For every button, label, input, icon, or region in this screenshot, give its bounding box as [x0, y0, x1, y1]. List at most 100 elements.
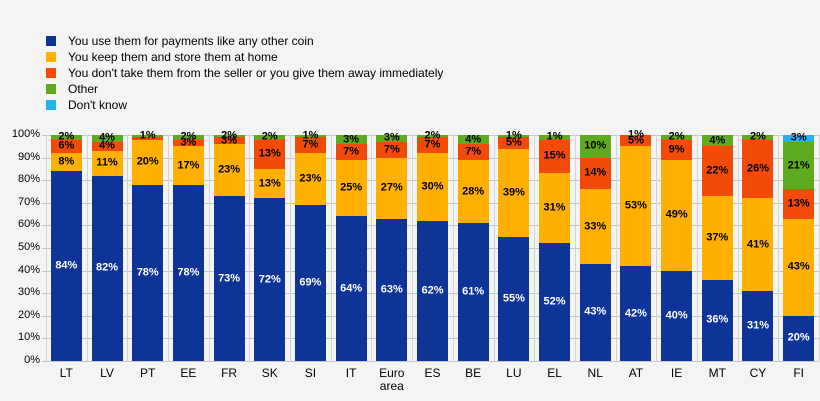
segment-value-label: 7% [383, 143, 400, 156]
bar-segment [254, 198, 286, 361]
x-axis-category-label: BE [465, 366, 482, 380]
segment-value-label: 4% [709, 134, 726, 147]
segment-value-label: 3% [343, 133, 360, 146]
bar-segment [457, 135, 489, 145]
bar-segment [620, 146, 652, 267]
bar-segment [294, 153, 326, 206]
segment-value-label: 22% [706, 164, 729, 177]
segment-value-label: 52% [543, 295, 566, 308]
legend-label: Don't know [68, 98, 127, 112]
legend-item: Other [46, 81, 443, 97]
segment-value-label: 5% [627, 134, 644, 147]
legend-item: Don't know [46, 97, 443, 113]
segment-value-label: 1% [546, 130, 563, 143]
x-axis-category-label: EL [547, 366, 562, 380]
segment-value-label: 8% [58, 155, 75, 168]
bar-segment [213, 137, 245, 145]
segment-value-label: 2% [180, 130, 197, 143]
bar-segment [132, 184, 164, 361]
segment-value-label: 21% [787, 159, 810, 171]
segment-value-label: 69% [299, 276, 322, 289]
bar-segment [50, 135, 82, 140]
bar-segment [661, 139, 693, 160]
segment-value-label: 23% [218, 163, 241, 176]
x-axis-category-label: FI [793, 366, 804, 380]
segment-value-label: 3% [180, 136, 197, 149]
legend-label: You keep them and store them at home [68, 50, 278, 64]
bar-segment [172, 146, 204, 185]
legend-swatch-icon [46, 36, 56, 46]
segment-value-label: 31% [746, 319, 769, 332]
legend-item: You don't take them from the seller or y… [46, 65, 443, 81]
bar-segment [579, 135, 611, 158]
bar-segment [335, 144, 367, 160]
y-axis-tick-label: 60% [17, 218, 40, 231]
segment-value-label: 55% [502, 292, 525, 305]
bar-segment [132, 137, 164, 140]
bar-segment [498, 236, 530, 361]
bar-segment [91, 135, 123, 142]
y-axis-tick-label: 80% [17, 173, 40, 186]
bar-segment [457, 159, 489, 224]
category-separator-line [46, 135, 47, 361]
segment-value-label: 1% [627, 128, 644, 141]
x-axis-category-label: FR [221, 366, 238, 380]
segment-value-label: 62% [421, 284, 444, 297]
bar-segment [742, 198, 774, 291]
category-separator-line [778, 135, 780, 361]
bar-segment [783, 189, 815, 219]
x-axis-category-label: MT [708, 366, 726, 380]
bar-segment [579, 263, 611, 361]
x-axis-category-label: ES [424, 366, 441, 380]
bar-segment [498, 137, 530, 149]
bar-segment [539, 135, 571, 140]
bar-segment [579, 157, 611, 190]
legend: You use them for payments like any other… [46, 33, 443, 113]
category-separator-line [412, 135, 414, 361]
bar-segment [417, 220, 448, 361]
segment-value-label: 49% [665, 208, 688, 221]
legend-label: Other [68, 82, 99, 96]
segment-value-label: 26% [746, 162, 769, 175]
segment-value-label: 33% [584, 220, 607, 233]
bar-segment [539, 243, 571, 361]
segment-value-label: 61% [462, 285, 485, 298]
category-separator-line [249, 135, 251, 361]
bar-segment [213, 135, 245, 138]
segment-value-label: 7% [424, 138, 441, 151]
bar-segment [335, 135, 367, 145]
segment-value-label: 1% [302, 129, 319, 142]
bar-segment [294, 205, 326, 361]
legend-swatch-icon [46, 84, 56, 94]
segment-value-label: 82% [96, 261, 119, 274]
bar-segment [294, 135, 326, 138]
segment-value-label: 2% [261, 130, 278, 143]
category-separator-line [290, 135, 292, 361]
segment-value-label: 20% [787, 331, 810, 344]
bar-segment [539, 139, 571, 174]
segment-value-label: 2% [221, 129, 238, 142]
x-axis-category-label: IT [345, 366, 357, 380]
bar-segment [457, 223, 489, 361]
bar-segment [50, 153, 82, 172]
bar-segment [376, 218, 408, 361]
category-separator-line [574, 135, 576, 361]
bar-segment [783, 218, 815, 316]
category-separator-line [452, 135, 454, 361]
bar-segment [457, 144, 489, 160]
bar-segment [376, 157, 408, 219]
x-axis-category-label: PT [140, 366, 156, 380]
segment-value-label: 63% [380, 283, 403, 296]
bar-segment [376, 141, 408, 158]
x-axis-category-label: CY [749, 366, 767, 380]
legend-swatch-icon [46, 52, 56, 62]
bar-segment [620, 135, 652, 147]
category-separator-line [168, 135, 170, 361]
y-axis-tick-label: 70% [17, 195, 40, 208]
bar-segment [417, 153, 448, 221]
segment-value-label: 43% [787, 260, 810, 273]
segment-value-label: 36% [706, 313, 729, 326]
bar-segment [620, 266, 652, 361]
bar-segment [132, 139, 164, 185]
segment-value-label: 3% [790, 131, 807, 144]
